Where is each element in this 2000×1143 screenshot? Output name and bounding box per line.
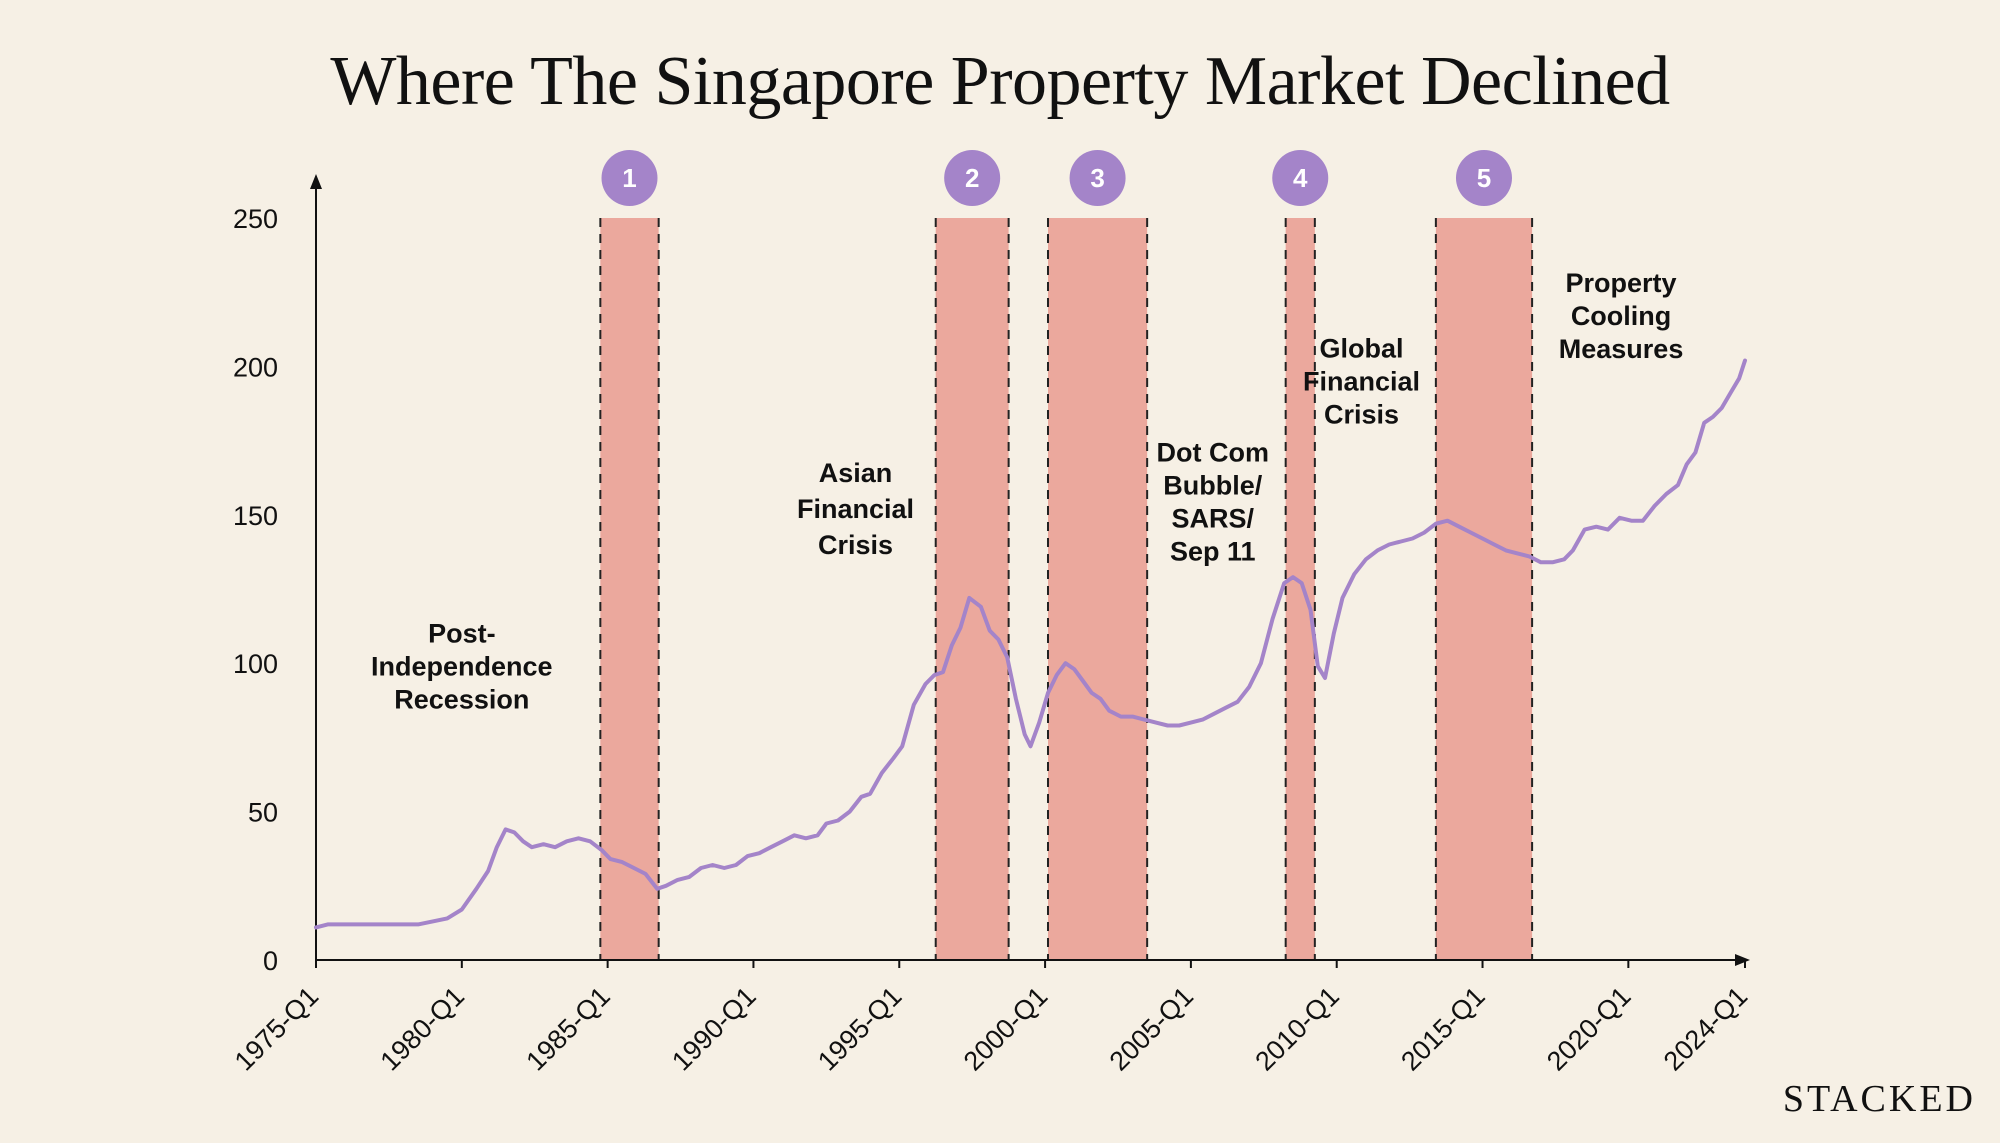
period-badge-5: 5 [1455,150,1512,206]
y-tick-label: 150 [233,501,278,531]
annotation-text: Financial [797,494,914,524]
x-tick-label: 1980-Q1 [375,981,471,1077]
badge-number: 2 [965,163,979,193]
annotation-text: Global [1319,333,1403,363]
period-badge-1: 1 [601,150,658,206]
annotation-text: Crisis [1324,399,1399,429]
y-tick-label: 50 [248,798,278,828]
y-tick-label: 250 [233,204,278,234]
annotation-text: Financial [1303,366,1420,396]
annotation-text: Sep 11 [1170,536,1256,566]
page-title: Where The Singapore Property Market Decl… [330,43,1670,120]
annotation-text: Post- [428,618,496,648]
x-tick-label: 1975-Q1 [229,981,325,1077]
x-tick-label: 2010-Q1 [1249,981,1345,1077]
price-line [314,358,1747,930]
period-badge-4: 4 [1272,150,1329,206]
x-tick-label: 2015-Q1 [1395,981,1491,1077]
annotation-text: Cooling [1571,301,1671,331]
x-tick-label: 2005-Q1 [1104,981,1200,1077]
badge-number: 4 [1293,163,1308,193]
x-axis-arrow-icon [1735,954,1750,966]
decline-band-4 [1285,218,1315,960]
decline-band-5 [1435,218,1533,960]
period-badge-3: 3 [1069,150,1126,206]
series-line [314,358,1747,930]
badge-circle [1272,150,1329,206]
annotation-text: SARS/ [1172,503,1255,533]
annotation-text: Recession [394,684,529,714]
annotation-text: Asian [819,458,893,488]
annotation-text: Measures [1559,334,1684,364]
badge-number: 3 [1090,163,1104,193]
y-tick-label: 0 [263,946,278,976]
event-annotation: Asian Financial Crisis [797,458,914,560]
y-tick-label: 100 [233,649,278,679]
period-badge-2: 2 [944,150,1001,206]
y-axis-arrow-icon [310,174,322,189]
badge-circle [601,150,658,206]
x-tick-label: 2000-Q1 [958,981,1054,1077]
annotation-text: Crisis [818,530,893,560]
x-tick-label: 1985-Q1 [520,981,616,1077]
badge-number: 1 [622,163,636,193]
annotation-text: Independence [371,651,553,681]
y-tick-label: 200 [233,352,278,382]
decline-band-2 [935,218,1009,960]
brand-logo: STACKED [1782,1078,1976,1120]
annotation-text: Dot Com [1157,437,1269,467]
decline-bands [599,218,1534,960]
badge-circle [1455,150,1512,206]
x-tick-label: 1995-Q1 [812,981,908,1077]
decline-band-3 [1047,218,1148,960]
annotation-text: Property [1566,268,1677,298]
badge-circle [1069,150,1126,206]
x-tick-label: 1990-Q1 [666,981,762,1077]
badge-circle [944,150,1001,206]
x-tick-label: 2024-Q1 [1658,981,1754,1077]
annotation-text: Bubble/ [1163,470,1262,500]
badge-number: 5 [1477,163,1491,193]
decline-band-1 [600,218,659,960]
x-tick-label: 2020-Q1 [1541,981,1637,1077]
period-badges: 1 2 3 4 5 [601,150,1512,206]
